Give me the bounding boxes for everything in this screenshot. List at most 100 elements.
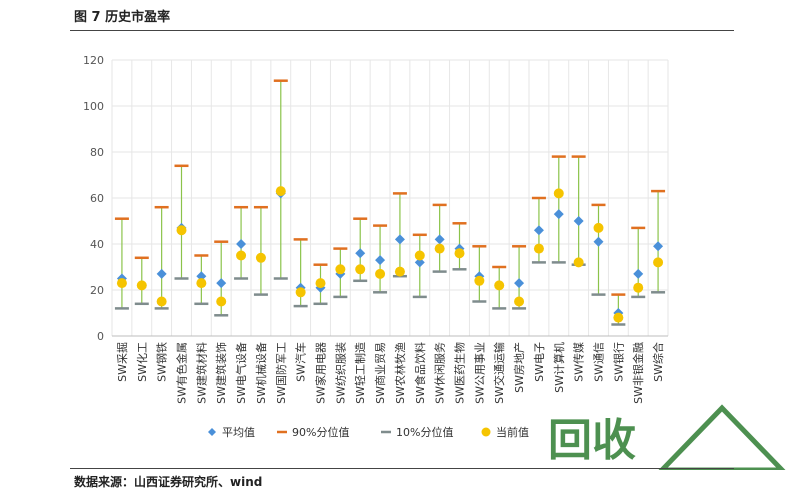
x-tick-label: SW建筑材料	[194, 342, 208, 404]
avg-point	[394, 234, 405, 245]
current-point	[176, 225, 187, 236]
x-tick-label: SW国防军工	[274, 342, 288, 404]
chart-legend: 平均值 90%分位值 10%分位值 当前值	[208, 425, 529, 439]
y-tick-label: 60	[90, 192, 104, 205]
current-point	[414, 250, 425, 261]
x-tick-label: SW公用事业	[473, 342, 486, 404]
current-point	[295, 287, 306, 298]
legend-label: 平均值	[222, 426, 255, 439]
x-tick-label: SW家用电器	[314, 342, 328, 404]
x-tick-label: SW通信	[593, 342, 606, 382]
avg-point	[553, 209, 564, 220]
category-group	[134, 256, 149, 306]
x-tick-label: SW机械设备	[254, 342, 268, 404]
x-tick-label: SW轻工制造	[353, 342, 367, 404]
current-point	[355, 264, 366, 275]
category-group	[452, 222, 467, 271]
category-group	[392, 192, 407, 278]
current-point	[593, 222, 604, 233]
category-group	[234, 205, 249, 280]
category-group	[253, 205, 268, 296]
chart-grid	[111, 59, 669, 337]
legend-item-current: 当前值	[481, 425, 529, 439]
category-group	[631, 226, 646, 299]
current-point	[553, 188, 564, 199]
x-tick-label: SW纺织服装	[333, 342, 347, 404]
avg-point	[375, 255, 386, 266]
current-point	[255, 252, 266, 263]
x-tick-label: SW汽车	[294, 342, 308, 382]
current-point	[335, 264, 346, 275]
category-group	[531, 196, 546, 264]
current-point	[533, 243, 544, 254]
current-point	[156, 296, 167, 307]
current-point	[494, 280, 505, 291]
top-rule	[70, 30, 734, 31]
avg-point	[414, 257, 425, 268]
x-tick-label: SW房地产	[512, 342, 526, 393]
x-tick-label: SW采掘	[115, 342, 129, 382]
current-point	[613, 312, 624, 323]
y-tick-label: 120	[83, 54, 104, 67]
y-tick-label: 80	[90, 146, 104, 159]
x-tick-label: SW传媒	[573, 342, 586, 382]
bottom-rule	[70, 468, 734, 469]
x-tick-label: SW医药生物	[453, 342, 467, 404]
category-group	[194, 254, 209, 306]
legend-label: 10%分位值	[396, 425, 453, 439]
current-point	[196, 278, 207, 289]
current-point	[394, 266, 405, 277]
current-point	[633, 282, 644, 293]
x-tick-label: SW综合	[651, 342, 665, 382]
category-group	[313, 263, 328, 306]
current-point	[653, 257, 664, 268]
avg-point	[156, 268, 167, 279]
current-point	[315, 278, 326, 289]
y-tick-label: 100	[83, 100, 104, 113]
category-group	[512, 245, 527, 310]
category-group	[114, 217, 129, 310]
y-tick-label: 40	[90, 238, 104, 251]
category-group	[174, 164, 189, 280]
current-point	[573, 257, 584, 268]
x-tick-label: SW钢铁	[156, 342, 169, 382]
category-group	[551, 155, 566, 264]
category-group	[273, 79, 288, 280]
watermark-mountain-icon	[658, 404, 786, 470]
category-group	[333, 247, 348, 299]
x-axis-ticks: SW采掘 SW化工 SW钢铁 SW有色金属 SW建筑材料 SW建筑装饰 SW电气设备 SW机械…	[115, 342, 665, 404]
legend-item-p10: 10%分位值	[381, 425, 453, 439]
category-group	[571, 155, 586, 268]
current-point	[275, 186, 286, 197]
x-tick-label: SW商业贸易	[373, 342, 387, 404]
current-point	[514, 296, 525, 307]
watermark: 回收HUISHOUREN	[540, 404, 786, 470]
figure-title: 图 7 历史市盈率	[74, 10, 171, 25]
avg-point	[514, 278, 525, 289]
legend-swatch	[208, 428, 216, 436]
x-tick-label: SW农林牧渔	[393, 342, 407, 404]
x-tick-label: SW电气设备	[234, 342, 248, 404]
category-group	[432, 203, 447, 273]
avg-point	[236, 239, 247, 249]
chart-svg: 0 20 40 60 80 100 120 SW采掘 SW化工 SW钢铁 SW有色金属 SW建筑材料…	[83, 54, 786, 470]
avg-point	[593, 236, 604, 247]
x-tick-label: SW非银金融	[631, 342, 645, 404]
legend-label: 90%分位值	[292, 425, 349, 439]
category-group	[611, 293, 626, 326]
current-point	[236, 250, 247, 261]
current-point	[375, 268, 386, 279]
category-group	[472, 245, 487, 303]
x-tick-label: SW银行	[611, 342, 625, 382]
category-group	[214, 240, 229, 317]
category-group	[591, 203, 606, 296]
x-tick-label: SW化工	[135, 342, 149, 382]
x-tick-label: SW建筑装饰	[214, 342, 228, 404]
x-tick-label: SW休闲服务	[433, 342, 447, 404]
avg-point	[216, 278, 227, 289]
current-point	[216, 296, 227, 307]
category-group	[651, 189, 666, 294]
category-group	[373, 224, 388, 294]
watermark-brand: 回收	[548, 415, 636, 466]
category-group	[412, 233, 427, 299]
